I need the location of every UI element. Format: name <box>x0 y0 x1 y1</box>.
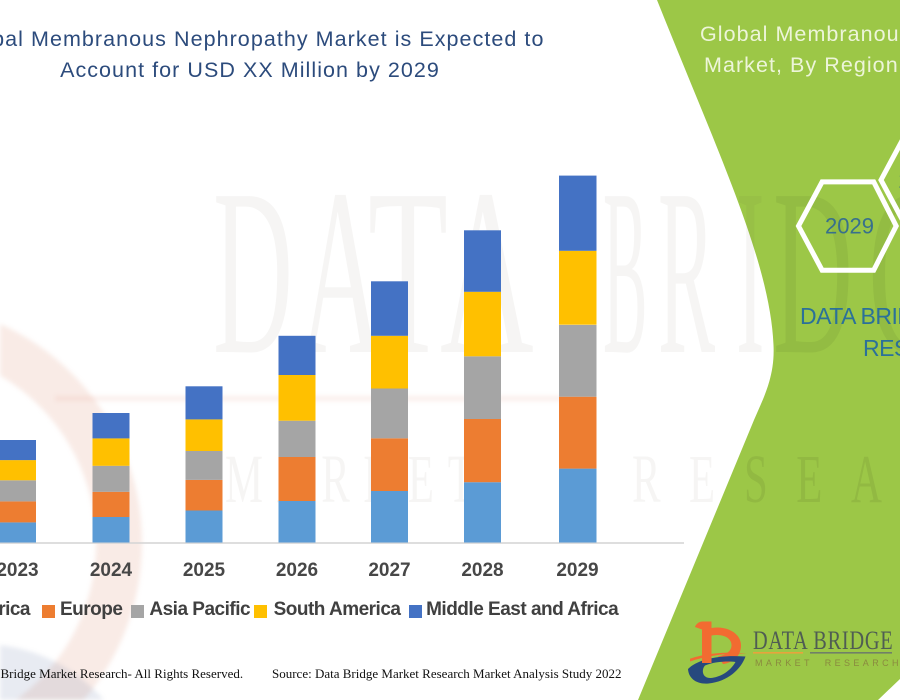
svg-text:2029: 2029 <box>825 214 874 239</box>
svg-text:2022: 2022 <box>899 168 900 193</box>
